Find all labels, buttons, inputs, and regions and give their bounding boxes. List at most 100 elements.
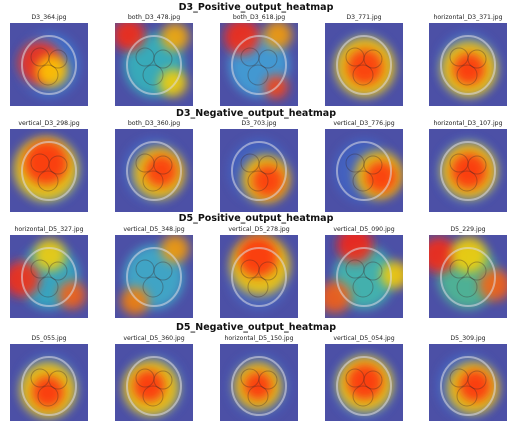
cell-outline xyxy=(153,155,173,175)
heatmap-hotspot xyxy=(34,239,66,271)
embryo-outline xyxy=(21,141,77,201)
image-filename-label: vertical_D5_278.jpg xyxy=(228,226,290,233)
cell-outline xyxy=(467,155,487,175)
embryo-outline xyxy=(440,247,496,307)
heatmap-cell: D5_229.jpg xyxy=(429,226,507,318)
section-title: D3_Positive_output_heatmap xyxy=(178,2,334,13)
cell-outline xyxy=(247,170,269,192)
cell-outline xyxy=(449,47,469,67)
heatmap-hotspot xyxy=(115,23,145,51)
heatmap-cell: D3_703.jpg xyxy=(220,120,298,212)
heatmap-hotspot xyxy=(365,161,397,193)
heatmap-image xyxy=(429,344,507,421)
image-filename-label: D5_055.jpg xyxy=(31,335,67,342)
cell-outline xyxy=(142,170,164,192)
image-filename-label: horizontal_D5_327.jpg xyxy=(14,226,84,233)
heatmap-hotspot xyxy=(347,364,383,400)
embryo-outline xyxy=(336,356,392,416)
heatmap-cell: horizontal_D5_327.jpg xyxy=(10,226,88,318)
heatmap-hotspot xyxy=(459,370,491,402)
heatmap-image xyxy=(115,129,193,212)
heatmap-hotspot xyxy=(347,49,383,85)
image-filename-label: D3_771.jpg xyxy=(346,14,382,21)
cell-outline xyxy=(240,368,260,388)
embryo-outline xyxy=(126,141,182,201)
heatmap-hotspot xyxy=(451,153,487,189)
cell-outline xyxy=(345,47,365,67)
cell-outline xyxy=(352,64,374,86)
image-filename-label: both_D3_360.jpg xyxy=(127,120,181,127)
heatmap-image xyxy=(325,344,403,421)
image-filename-label: vertical_D5_054.jpg xyxy=(333,335,395,342)
cell-outline xyxy=(135,259,155,279)
heatmap-image xyxy=(115,235,193,318)
heatmap-hotspot xyxy=(381,261,403,289)
cell-outline xyxy=(153,261,173,281)
cell-outline xyxy=(48,155,68,175)
cell-outline xyxy=(247,276,269,298)
heatmap-cell: vertical_D3_298.jpg xyxy=(10,120,88,212)
cell-outline xyxy=(153,49,173,69)
heatmap-hotspot xyxy=(161,235,189,263)
heatmap-cell: vertical_D5_278.jpg xyxy=(220,226,298,318)
heatmap-hotspot xyxy=(252,165,284,197)
image-filename-label: vertical_D5_360.jpg xyxy=(123,335,185,342)
cell-outline xyxy=(467,261,487,281)
cell-outline xyxy=(135,368,155,388)
cell-outline xyxy=(240,259,260,279)
cell-outline xyxy=(258,261,278,281)
heatmap-hotspot xyxy=(10,261,40,297)
embryo-outline xyxy=(336,141,392,201)
cell-outline xyxy=(258,155,278,175)
embryo-outline xyxy=(21,356,77,416)
cell-outline xyxy=(456,385,478,407)
heatmap-image xyxy=(325,23,403,106)
cell-outline xyxy=(456,276,478,298)
section-title: D5_Positive_output_heatmap xyxy=(178,213,334,224)
image-filename-label: vertical_D5_090.jpg xyxy=(333,226,395,233)
cell-outline xyxy=(363,261,383,281)
embryo-outline xyxy=(21,35,77,95)
cell-outline xyxy=(135,47,155,67)
cell-outline xyxy=(30,368,50,388)
embryo-outline xyxy=(231,141,287,201)
cell-outline xyxy=(345,153,365,173)
cell-outline xyxy=(449,153,469,173)
image-filename-label: D3_364.jpg xyxy=(31,14,67,21)
heatmap-cell: D5_309.jpg xyxy=(429,335,507,421)
heatmap-hotspot xyxy=(145,155,177,187)
heatmap-hotspot xyxy=(453,53,485,85)
heatmap-cell: horizontal_D3_371.jpg xyxy=(429,14,507,106)
image-filename-label: both_D3_618.jpg xyxy=(232,14,286,21)
cell-outline xyxy=(135,153,155,173)
cell-outline xyxy=(449,368,469,388)
heatmap-cell: horizontal_D5_150.jpg xyxy=(220,335,298,421)
heatmap-hotspot xyxy=(238,237,278,277)
heatmap-cell: vertical_D5_090.jpg xyxy=(325,226,403,318)
cell-outline xyxy=(467,370,487,390)
heatmap-hotspot xyxy=(58,281,86,309)
cell-outline xyxy=(258,370,278,390)
heatmap-cell: vertical_D5_360.jpg xyxy=(115,335,193,421)
heatmap-image xyxy=(10,235,88,318)
heatmap-hotspot xyxy=(429,237,457,273)
heatmap-cell: vertical_D5_054.jpg xyxy=(325,335,403,421)
cell-outline xyxy=(37,170,59,192)
embryo-outline xyxy=(336,247,392,307)
heatmap-hotspot xyxy=(36,55,68,87)
section-title: D3_Negative_output_heatmap xyxy=(176,108,336,119)
embryo-outline xyxy=(21,247,77,307)
cell-outline xyxy=(48,370,68,390)
heatmap-image xyxy=(115,344,193,421)
heatmap-hotspot xyxy=(325,281,351,313)
heatmap-image xyxy=(325,235,403,318)
image-filename-label: horizontal_D5_150.jpg xyxy=(224,335,294,342)
cell-outline xyxy=(363,370,383,390)
image-filename-label: D3_703.jpg xyxy=(241,120,277,127)
embryo-outline xyxy=(126,247,182,307)
heatmap-image xyxy=(429,23,507,106)
heatmap-hotspot xyxy=(133,370,165,402)
embryo-outline xyxy=(231,35,287,95)
cell-outline xyxy=(48,261,68,281)
